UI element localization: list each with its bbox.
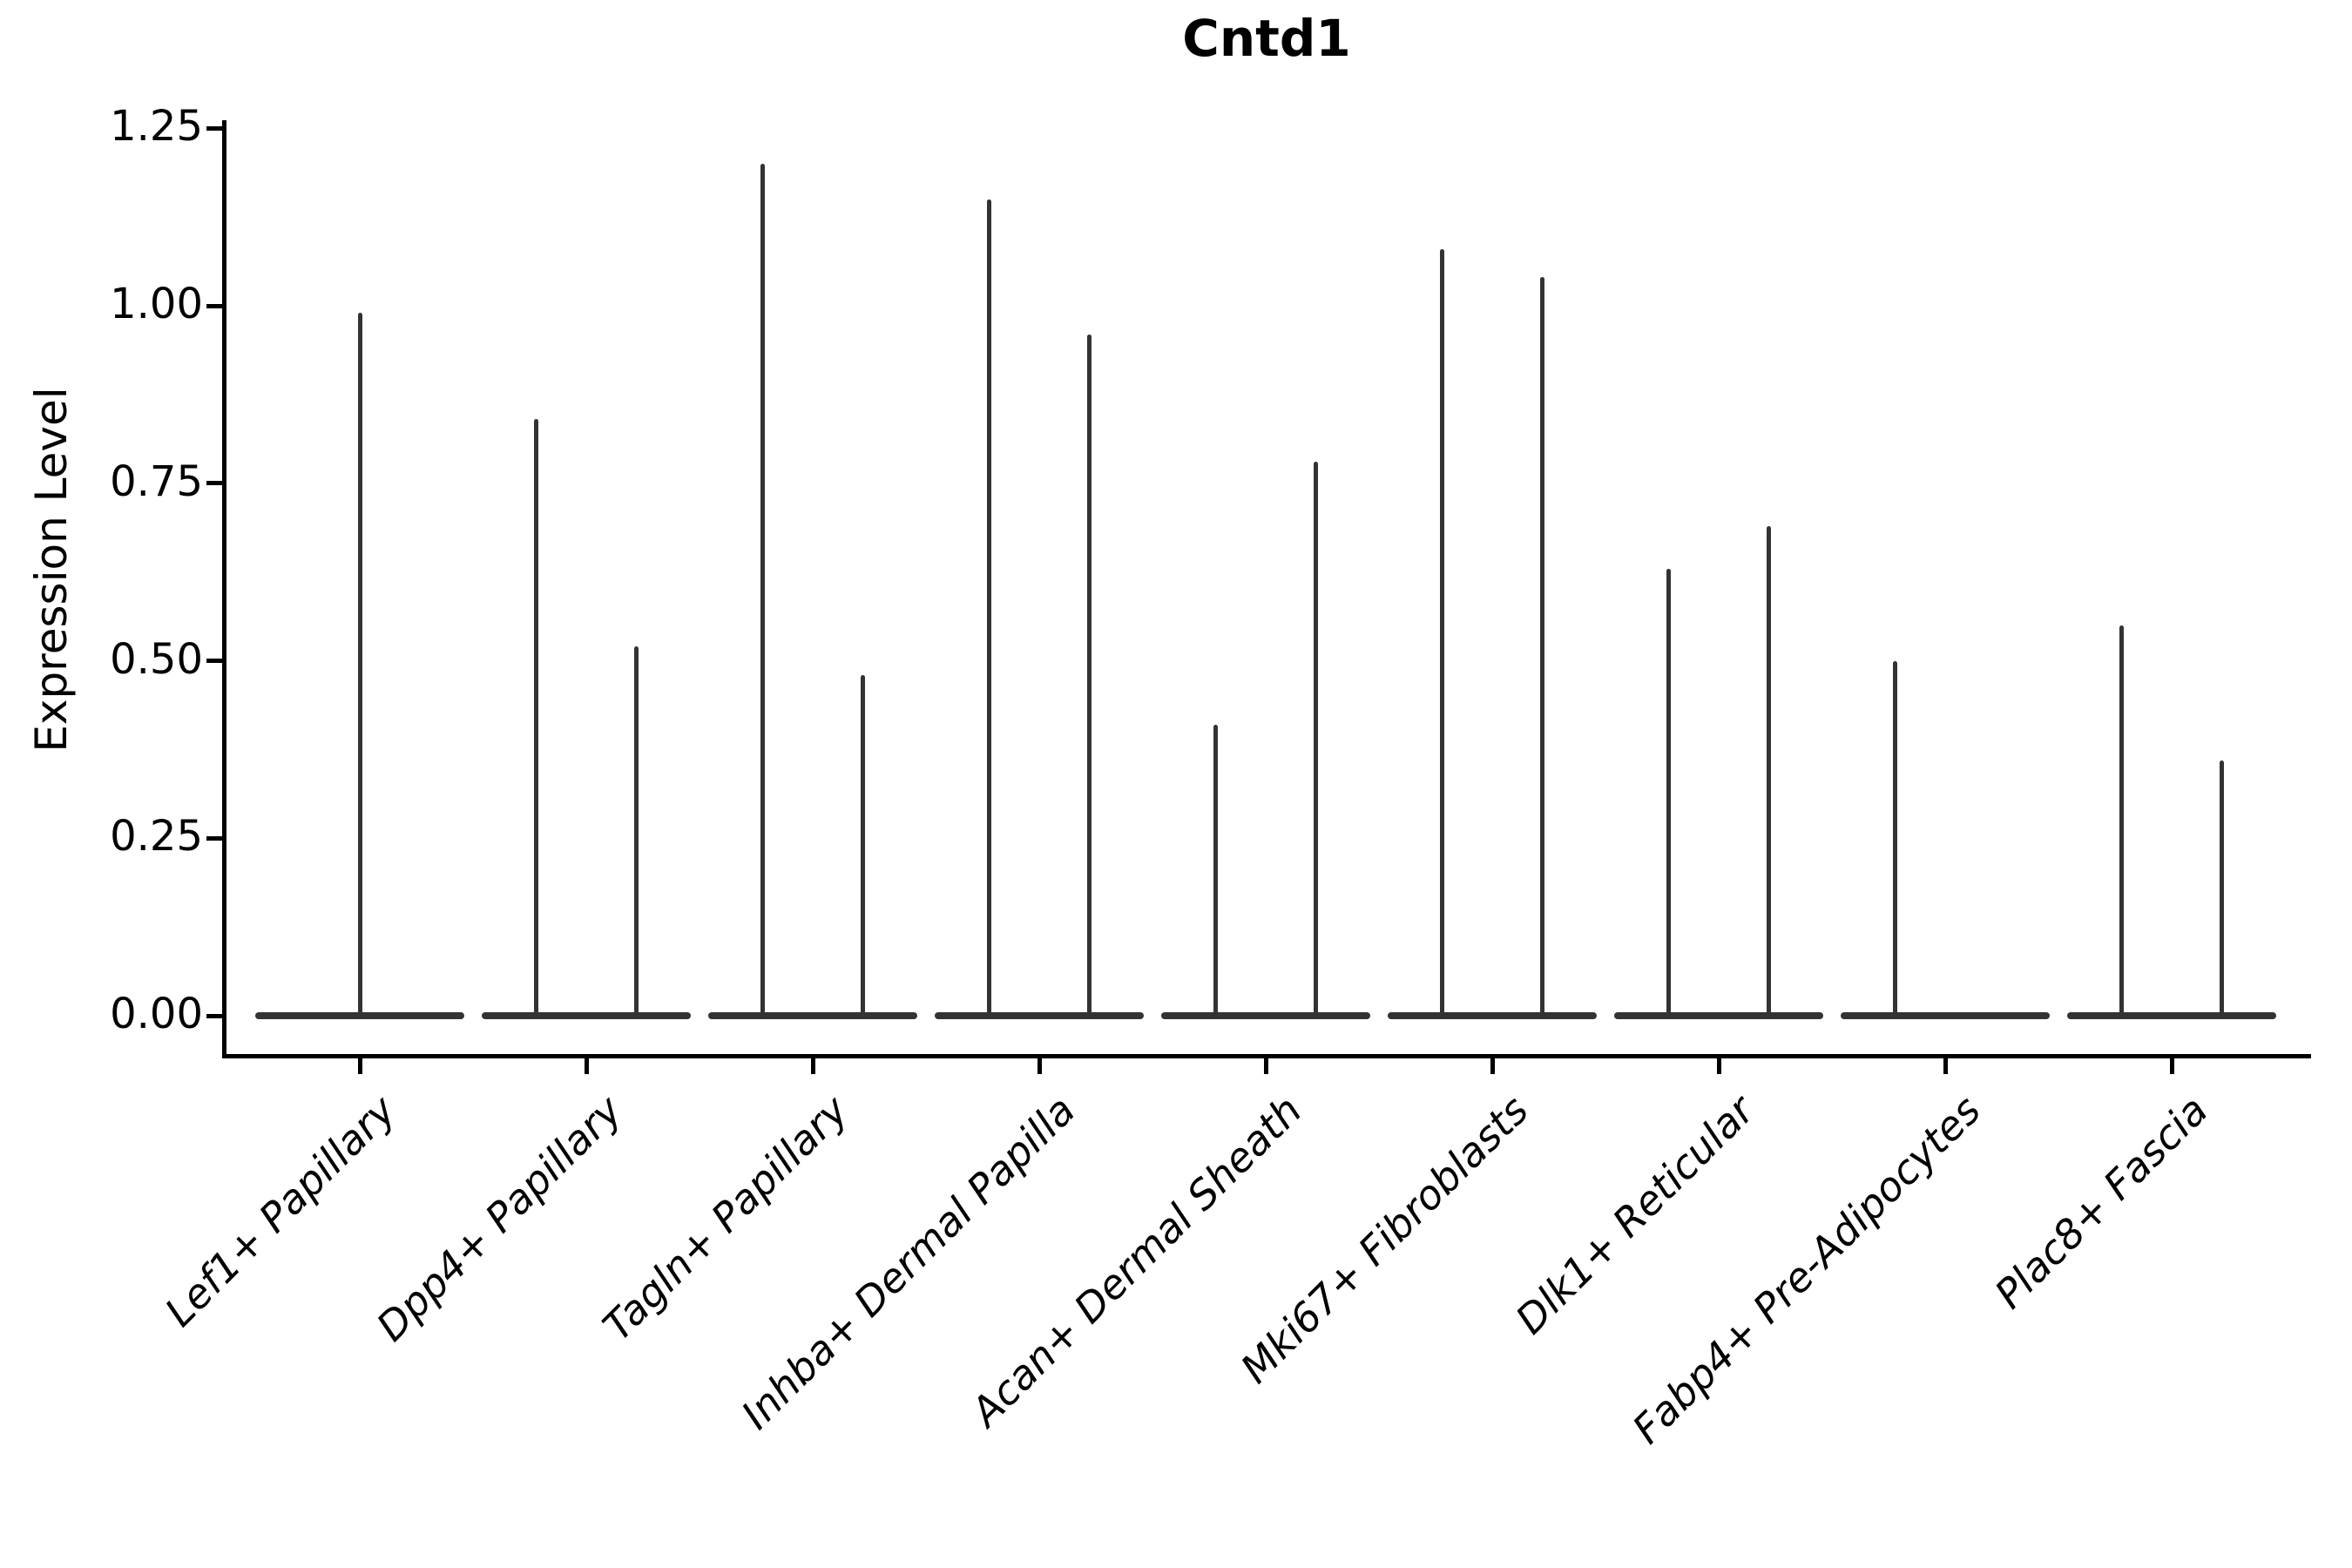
violin-spike bbox=[633, 646, 639, 1018]
violin-spike bbox=[1666, 568, 1672, 1018]
y-tick-label: 0.00 bbox=[110, 990, 203, 1038]
violin-spike bbox=[1213, 724, 1219, 1018]
violin-spike bbox=[2119, 625, 2125, 1018]
y-tick-label: 1.00 bbox=[110, 280, 203, 328]
y-tick-label: 1.25 bbox=[110, 102, 203, 152]
violin-spike bbox=[987, 199, 992, 1018]
y-tick-mark bbox=[206, 1013, 222, 1018]
violin-spike bbox=[357, 313, 362, 1018]
y-tick-label: 0.75 bbox=[110, 456, 203, 506]
x-tick-label: Dpp4+ Papillary bbox=[367, 1086, 632, 1350]
violin-spike bbox=[1086, 334, 1092, 1018]
violin-base bbox=[1388, 1012, 1597, 1019]
page-title: Cntd1 bbox=[1182, 9, 1351, 68]
violin-spike bbox=[760, 164, 766, 1018]
x-tick-label: Plac8+ Fascia bbox=[1984, 1086, 2217, 1318]
x-tick-label: Dlk1+ Reticular bbox=[1506, 1086, 1764, 1343]
violin-base bbox=[1614, 1012, 1823, 1019]
violin-spike bbox=[534, 419, 539, 1018]
x-tick-mark bbox=[2169, 1058, 2174, 1074]
violin-base bbox=[2067, 1012, 2276, 1019]
violin-base bbox=[935, 1012, 1144, 1019]
violin-spike bbox=[1440, 248, 1445, 1018]
y-tick-mark bbox=[206, 125, 222, 131]
x-tick-mark bbox=[1943, 1058, 1948, 1074]
violin-spike bbox=[2219, 760, 2224, 1018]
x-tick-mark bbox=[1037, 1058, 1042, 1074]
y-tick-mark bbox=[206, 481, 222, 486]
x-tick-mark bbox=[810, 1058, 815, 1074]
y-tick-mark bbox=[206, 659, 222, 663]
x-tick-mark bbox=[1263, 1058, 1268, 1074]
y-axis-spine bbox=[222, 120, 226, 1058]
violin-base bbox=[1161, 1012, 1370, 1019]
violin-spike bbox=[1893, 660, 1898, 1018]
violin-spike bbox=[860, 674, 865, 1018]
x-tick-mark bbox=[584, 1058, 589, 1074]
violin-base bbox=[482, 1012, 691, 1019]
y-tick-label: 0.50 bbox=[110, 634, 203, 684]
violin-spike bbox=[1766, 525, 1771, 1018]
violin-base bbox=[1841, 1012, 2050, 1019]
x-tick-label: Lef1+ Papillary bbox=[155, 1086, 405, 1336]
violin-spike bbox=[1313, 462, 1318, 1018]
x-tick-mark bbox=[357, 1058, 362, 1074]
y-tick-label: 0.25 bbox=[110, 812, 203, 862]
x-tick-mark bbox=[1716, 1058, 1721, 1074]
violin-base bbox=[708, 1012, 917, 1019]
y-tick-mark bbox=[206, 835, 222, 841]
x-tick-mark bbox=[1490, 1058, 1495, 1074]
x-axis-spine bbox=[222, 1054, 2311, 1058]
y-tick-mark bbox=[206, 303, 222, 308]
x-tick-label: Tagln+ Papillary bbox=[594, 1086, 858, 1350]
violin-spike bbox=[1539, 277, 1544, 1018]
